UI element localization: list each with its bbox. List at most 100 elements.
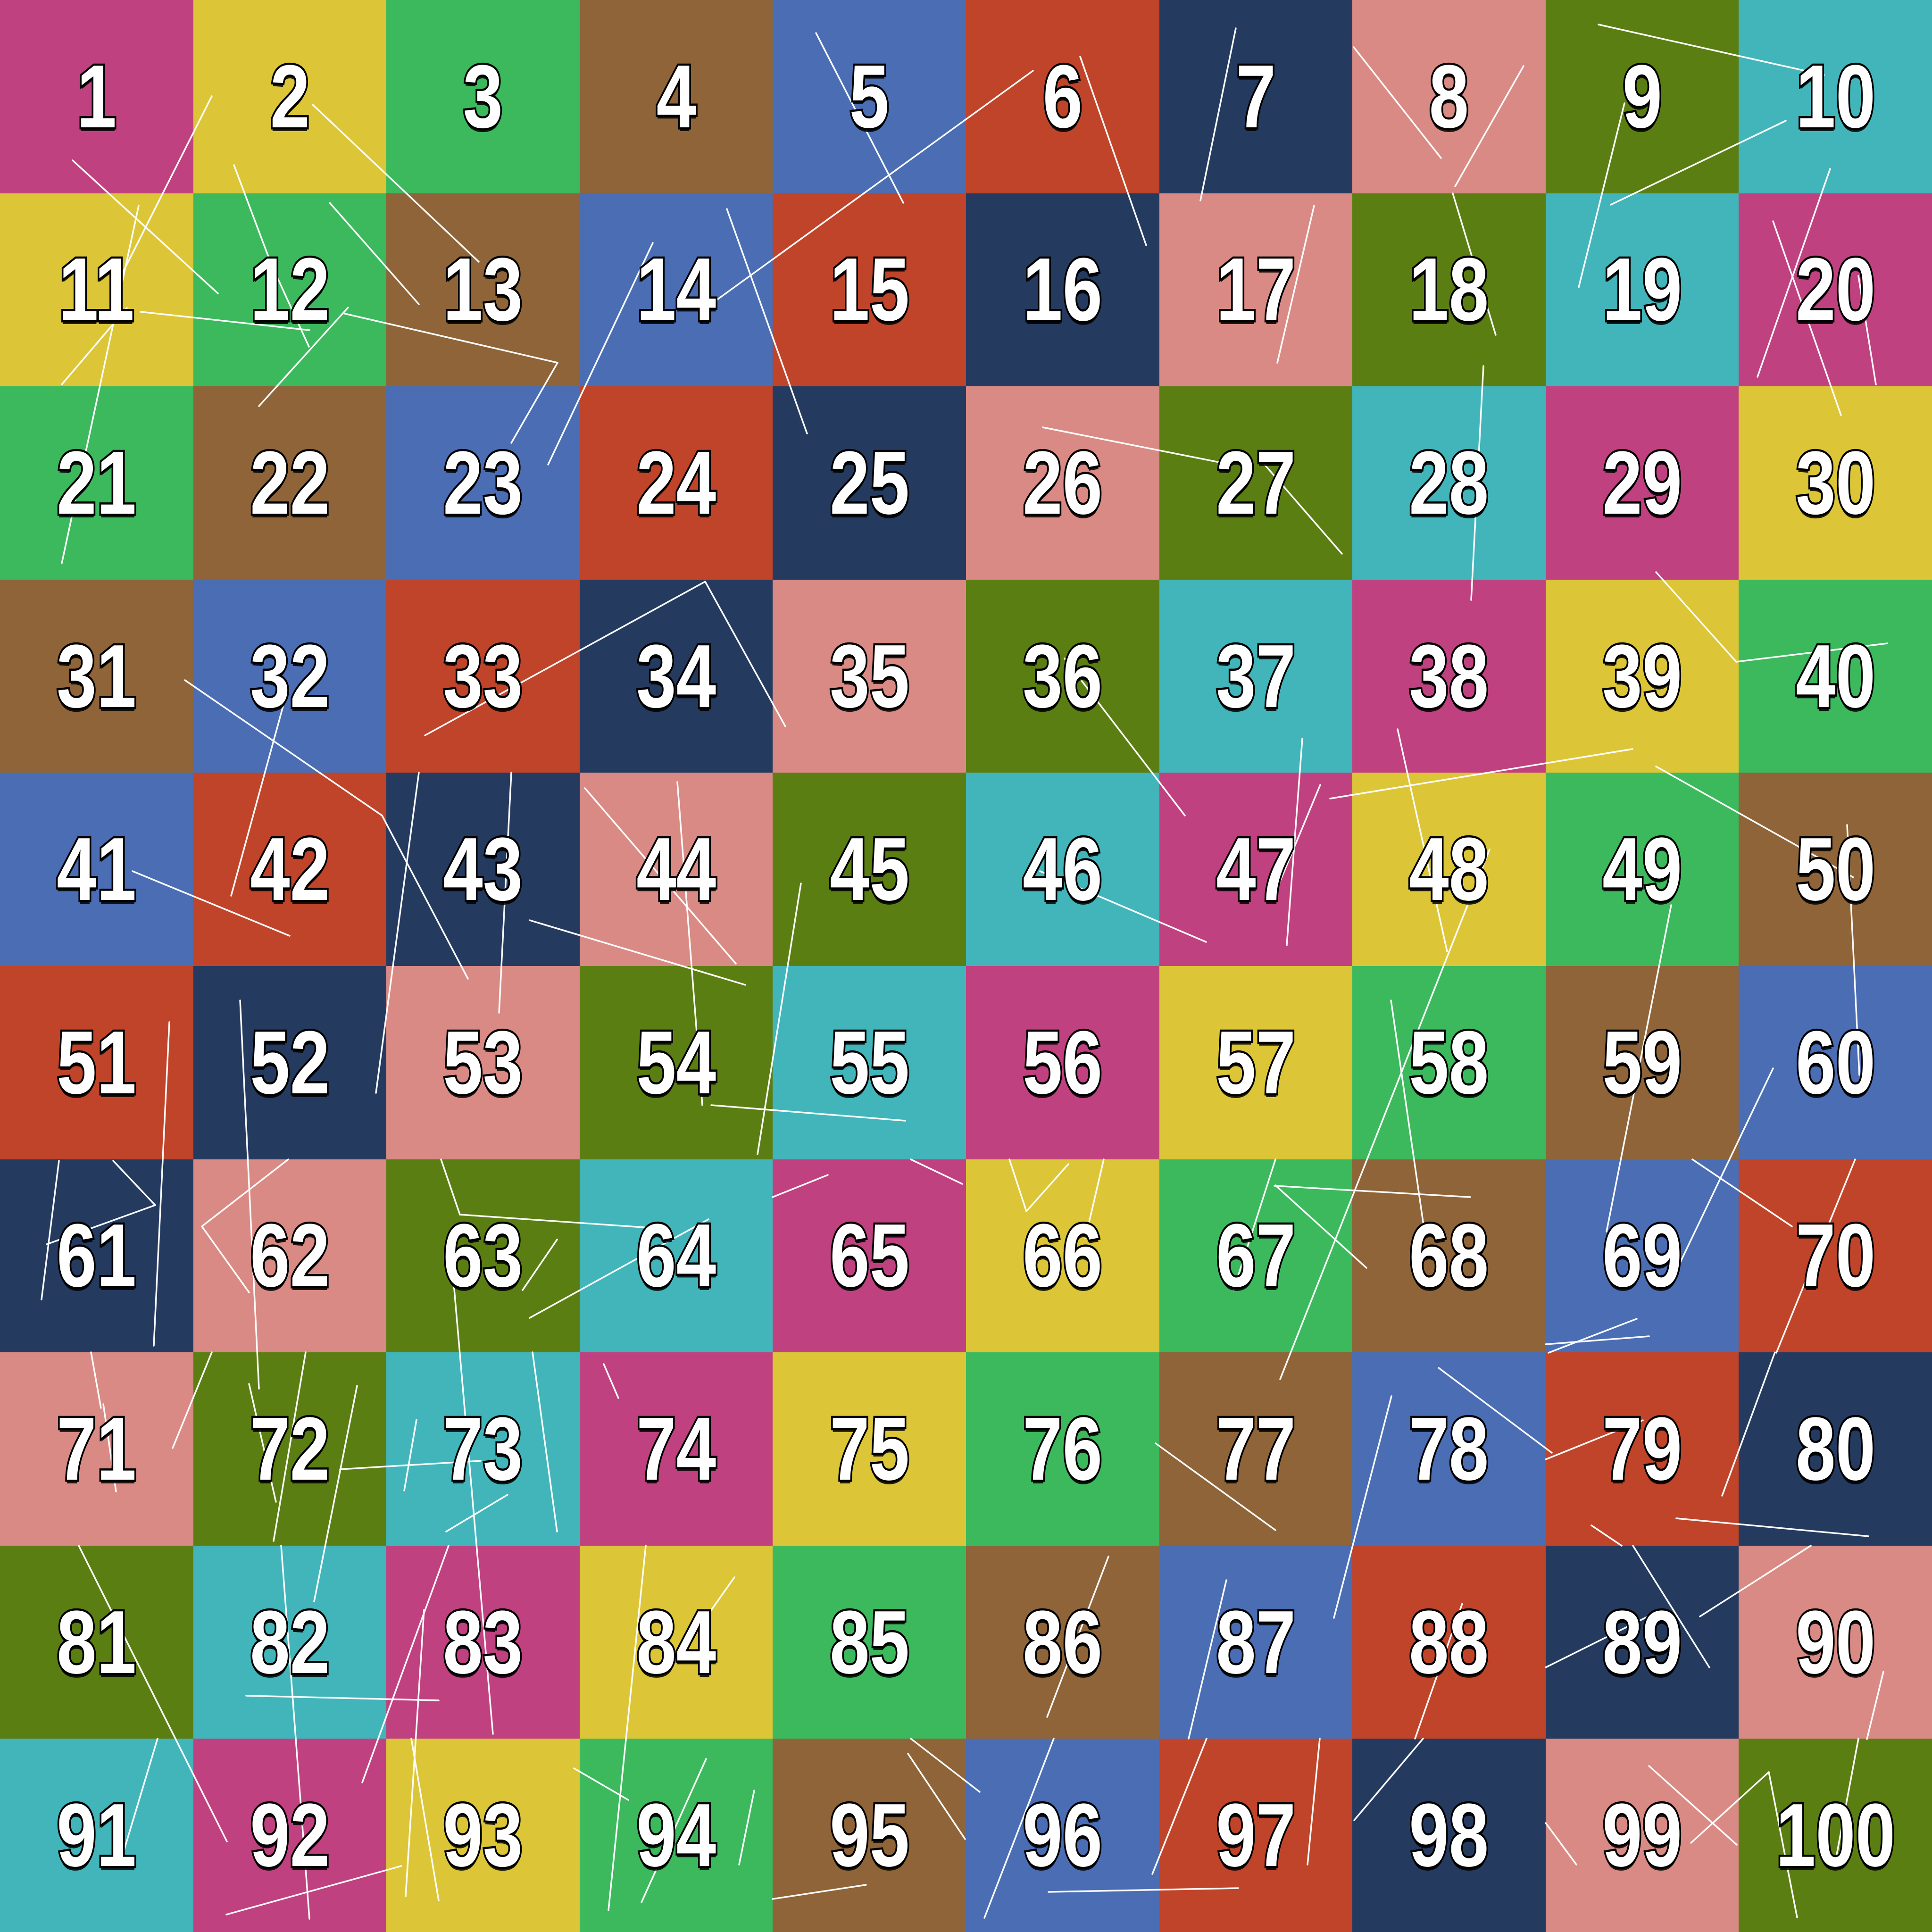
grid-cell-71[interactable]: 71 [0,1352,193,1546]
grid-cell-79[interactable]: 79 [1545,1352,1739,1546]
grid-cell-78[interactable]: 78 [1352,1352,1546,1546]
grid-cell-52[interactable]: 52 [193,966,387,1159]
grid-cell-37[interactable]: 37 [1159,579,1353,773]
grid-cell-91[interactable]: 91 [0,1739,193,1932]
grid-cell-41[interactable]: 41 [0,773,193,966]
grid-cell-63[interactable]: 63 [386,1159,580,1353]
grid-cell-48[interactable]: 48 [1352,773,1546,966]
grid-cell-53[interactable]: 53 [386,966,580,1159]
grid-cell-90[interactable]: 90 [1739,1545,1932,1739]
grid-cell-72[interactable]: 72 [193,1352,387,1546]
grid-cell-34[interactable]: 34 [579,579,773,773]
grid-cell-8[interactable]: 8 [1352,0,1546,193]
grid-cell-67[interactable]: 67 [1159,1159,1353,1353]
grid-cell-97[interactable]: 97 [1159,1739,1353,1932]
grid-cell-38[interactable]: 38 [1352,579,1546,773]
grid-cell-7[interactable]: 7 [1159,0,1353,193]
grid-cell-15[interactable]: 15 [773,193,966,387]
grid-cell-26[interactable]: 26 [966,386,1159,580]
grid-cell-44[interactable]: 44 [579,773,773,966]
grid-cell-96[interactable]: 96 [966,1739,1159,1932]
grid-cell-100[interactable]: 100 [1739,1739,1932,1932]
grid-cell-88[interactable]: 88 [1352,1545,1546,1739]
grid-cell-51[interactable]: 51 [0,966,193,1159]
grid-cell-19[interactable]: 19 [1545,193,1739,387]
grid-cell-84[interactable]: 84 [579,1545,773,1739]
grid-cell-9[interactable]: 9 [1545,0,1739,193]
grid-cell-57[interactable]: 57 [1159,966,1353,1159]
grid-cell-17[interactable]: 17 [1159,193,1353,387]
grid-cell-77[interactable]: 77 [1159,1352,1353,1546]
grid-cell-70[interactable]: 70 [1739,1159,1932,1353]
grid-cell-87[interactable]: 87 [1159,1545,1353,1739]
grid-cell-69[interactable]: 69 [1545,1159,1739,1353]
grid-cell-58[interactable]: 58 [1352,966,1546,1159]
grid-cell-27[interactable]: 27 [1159,386,1353,580]
grid-cell-49[interactable]: 49 [1545,773,1739,966]
grid-cell-64[interactable]: 64 [579,1159,773,1353]
grid-cell-65[interactable]: 65 [773,1159,966,1353]
grid-cell-83[interactable]: 83 [386,1545,580,1739]
grid-cell-75[interactable]: 75 [773,1352,966,1546]
grid-cell-89[interactable]: 89 [1545,1545,1739,1739]
grid-cell-2[interactable]: 2 [193,0,387,193]
grid-cell-68[interactable]: 68 [1352,1159,1546,1353]
grid-cell-5[interactable]: 5 [773,0,966,193]
grid-cell-22[interactable]: 22 [193,386,387,580]
grid-cell-18[interactable]: 18 [1352,193,1546,387]
grid-cell-36[interactable]: 36 [966,579,1159,773]
grid-cell-74[interactable]: 74 [579,1352,773,1546]
grid-cell-95[interactable]: 95 [773,1739,966,1932]
grid-cell-3[interactable]: 3 [386,0,580,193]
grid-cell-86[interactable]: 86 [966,1545,1159,1739]
grid-cell-40[interactable]: 40 [1739,579,1932,773]
grid-cell-30[interactable]: 30 [1739,386,1932,580]
grid-cell-61[interactable]: 61 [0,1159,193,1353]
grid-cell-13[interactable]: 13 [386,193,580,387]
grid-cell-1[interactable]: 1 [0,0,193,193]
grid-cell-6[interactable]: 6 [966,0,1159,193]
grid-cell-46[interactable]: 46 [966,773,1159,966]
grid-cell-55[interactable]: 55 [773,966,966,1159]
grid-cell-39[interactable]: 39 [1545,579,1739,773]
grid-cell-85[interactable]: 85 [773,1545,966,1739]
grid-cell-60[interactable]: 60 [1739,966,1932,1159]
grid-cell-59[interactable]: 59 [1545,966,1739,1159]
grid-cell-21[interactable]: 21 [0,386,193,580]
grid-cell-42[interactable]: 42 [193,773,387,966]
grid-cell-80[interactable]: 80 [1739,1352,1932,1546]
grid-cell-43[interactable]: 43 [386,773,580,966]
grid-cell-14[interactable]: 14 [579,193,773,387]
grid-cell-24[interactable]: 24 [579,386,773,580]
grid-cell-11[interactable]: 11 [0,193,193,387]
grid-cell-56[interactable]: 56 [966,966,1159,1159]
grid-cell-33[interactable]: 33 [386,579,580,773]
grid-cell-92[interactable]: 92 [193,1739,387,1932]
grid-cell-10[interactable]: 10 [1739,0,1932,193]
grid-cell-25[interactable]: 25 [773,386,966,580]
grid-cell-93[interactable]: 93 [386,1739,580,1932]
grid-cell-28[interactable]: 28 [1352,386,1546,580]
grid-cell-16[interactable]: 16 [966,193,1159,387]
grid-cell-32[interactable]: 32 [193,579,387,773]
grid-cell-35[interactable]: 35 [773,579,966,773]
grid-cell-99[interactable]: 99 [1545,1739,1739,1932]
grid-cell-50[interactable]: 50 [1739,773,1932,966]
grid-cell-45[interactable]: 45 [773,773,966,966]
grid-cell-4[interactable]: 4 [579,0,773,193]
grid-cell-29[interactable]: 29 [1545,386,1739,580]
grid-cell-47[interactable]: 47 [1159,773,1353,966]
grid-cell-31[interactable]: 31 [0,579,193,773]
grid-cell-82[interactable]: 82 [193,1545,387,1739]
grid-cell-54[interactable]: 54 [579,966,773,1159]
grid-cell-98[interactable]: 98 [1352,1739,1546,1932]
grid-cell-23[interactable]: 23 [386,386,580,580]
grid-cell-66[interactable]: 66 [966,1159,1159,1353]
grid-cell-94[interactable]: 94 [579,1739,773,1932]
grid-cell-73[interactable]: 73 [386,1352,580,1546]
grid-cell-81[interactable]: 81 [0,1545,193,1739]
grid-cell-62[interactable]: 62 [193,1159,387,1353]
grid-cell-76[interactable]: 76 [966,1352,1159,1546]
grid-cell-12[interactable]: 12 [193,193,387,387]
grid-cell-20[interactable]: 20 [1739,193,1932,387]
